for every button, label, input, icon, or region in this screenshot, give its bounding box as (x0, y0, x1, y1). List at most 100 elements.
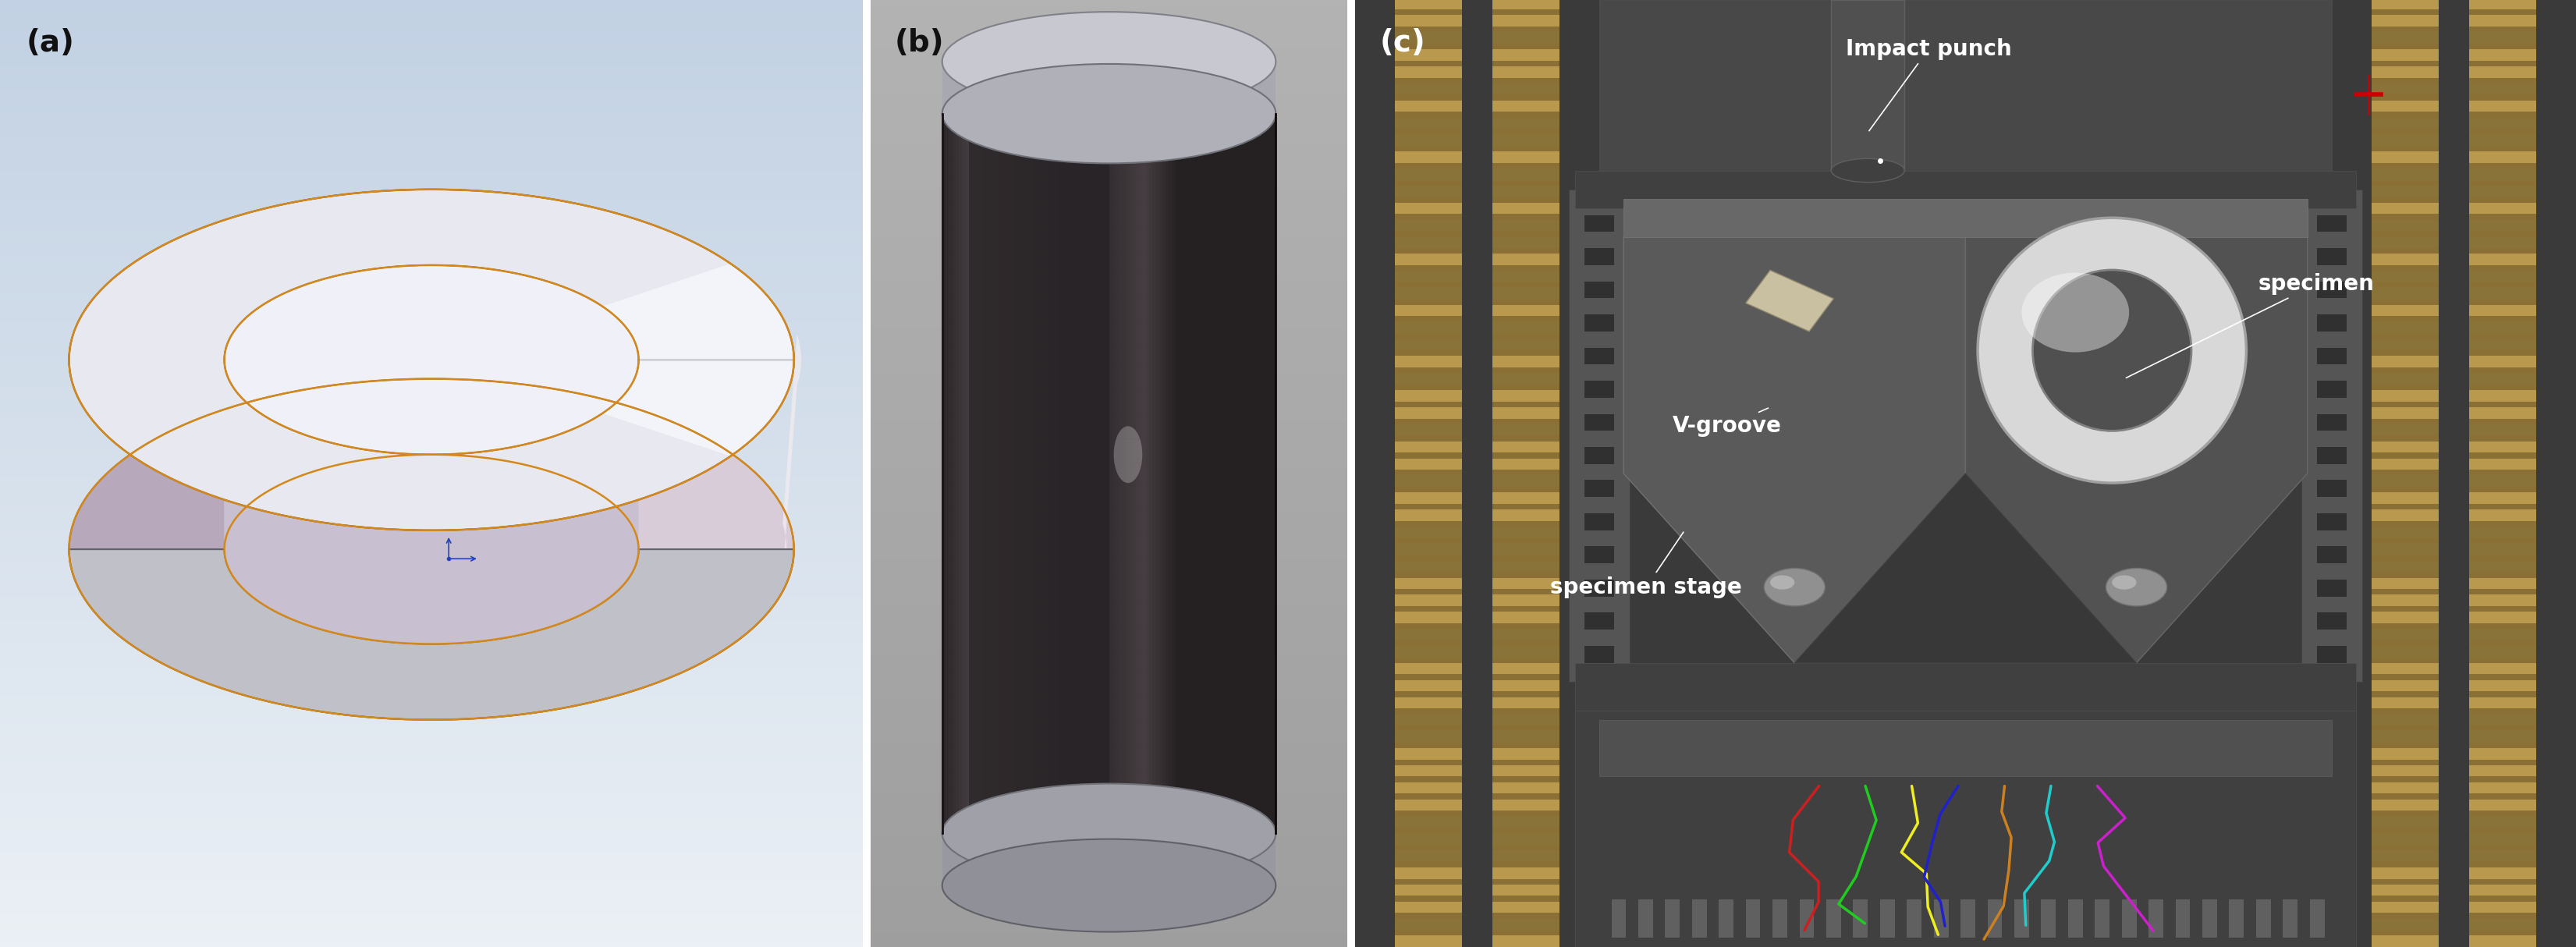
Polygon shape (943, 833, 1275, 885)
Bar (0, 729, 863, 734)
Bar (0, 559, 863, 563)
Bar (871, 384, 1347, 388)
Bar (871, 28, 1347, 33)
Bar (0, 28, 863, 33)
Polygon shape (70, 549, 793, 720)
Bar (0, 890, 863, 895)
Bar (1613, 900, 1625, 938)
Bar (943, 112, 1275, 113)
Bar (871, 696, 1347, 701)
Bar (871, 734, 1347, 739)
Bar (943, 112, 1275, 113)
Bar (1852, 900, 1868, 938)
Bar (1718, 900, 1734, 938)
Bar (871, 483, 1347, 488)
Bar (0, 284, 863, 289)
Bar (871, 474, 1347, 478)
Bar (943, 113, 1275, 114)
Bar (943, 112, 1275, 113)
Bar (0, 57, 863, 62)
Bar (0, 289, 863, 294)
Bar (0, 85, 863, 90)
Bar (871, 938, 1347, 942)
Bar (871, 682, 1347, 687)
Bar (2282, 900, 2298, 938)
Bar (0, 582, 863, 587)
Bar (871, 455, 1347, 459)
Bar (0, 407, 863, 412)
Bar (871, 942, 1347, 947)
Bar (871, 687, 1347, 691)
Bar (871, 758, 1347, 762)
Bar (0, 43, 863, 47)
Bar (943, 112, 1275, 113)
Bar (0, 611, 863, 616)
Bar (871, 156, 1347, 161)
Polygon shape (70, 189, 793, 530)
Bar (871, 317, 1347, 322)
Bar (871, 152, 1347, 156)
Bar (0, 346, 863, 350)
Bar (1492, 0, 1558, 947)
Bar (871, 895, 1347, 900)
Ellipse shape (943, 784, 1275, 883)
Bar (871, 313, 1347, 317)
Bar (871, 237, 1347, 241)
Bar (943, 884, 1275, 885)
Bar (0, 24, 863, 28)
Bar (0, 758, 863, 762)
Bar (1989, 900, 2002, 938)
Bar (871, 38, 1347, 43)
Bar (871, 218, 1347, 223)
Bar (871, 582, 1347, 587)
Bar (943, 884, 1275, 885)
Ellipse shape (1832, 159, 1904, 182)
Bar (2257, 900, 2269, 938)
Bar (0, 857, 863, 862)
Bar (2318, 215, 2347, 232)
Bar (943, 112, 1275, 113)
Bar (0, 677, 863, 682)
Bar (943, 113, 1275, 114)
Bar (2318, 580, 2347, 597)
Bar (0, 658, 863, 663)
Bar (871, 890, 1347, 895)
Bar (2069, 900, 2084, 938)
Bar (871, 488, 1347, 492)
Bar (0, 701, 863, 706)
Bar (0, 928, 863, 933)
Bar (0, 313, 863, 317)
Bar (2318, 480, 2347, 497)
Bar (871, 620, 1347, 625)
Bar (0, 265, 863, 270)
Bar (871, 52, 1347, 57)
Bar (0, 578, 863, 582)
Bar (0, 762, 863, 767)
Bar (0, 526, 863, 530)
Bar (1584, 480, 1613, 497)
Bar (871, 346, 1347, 350)
Bar (0, 95, 863, 99)
Ellipse shape (1113, 426, 1141, 483)
Bar (871, 923, 1347, 928)
Bar (943, 112, 1275, 113)
Bar (0, 402, 863, 407)
Bar (943, 884, 1275, 885)
Bar (0, 592, 863, 597)
Bar (871, 672, 1347, 677)
Bar (0, 634, 863, 639)
Bar (871, 710, 1347, 715)
Ellipse shape (1765, 568, 1824, 606)
Bar (0, 175, 863, 180)
Bar (1692, 900, 1708, 938)
Bar (2311, 900, 2324, 938)
Bar (943, 112, 1275, 113)
Bar (871, 95, 1347, 99)
Bar (2228, 900, 2244, 938)
Bar (871, 526, 1347, 530)
Bar (871, 545, 1347, 549)
Bar (0, 511, 863, 516)
Bar (0, 76, 863, 80)
Bar (1584, 447, 1613, 464)
Bar (0, 142, 863, 147)
